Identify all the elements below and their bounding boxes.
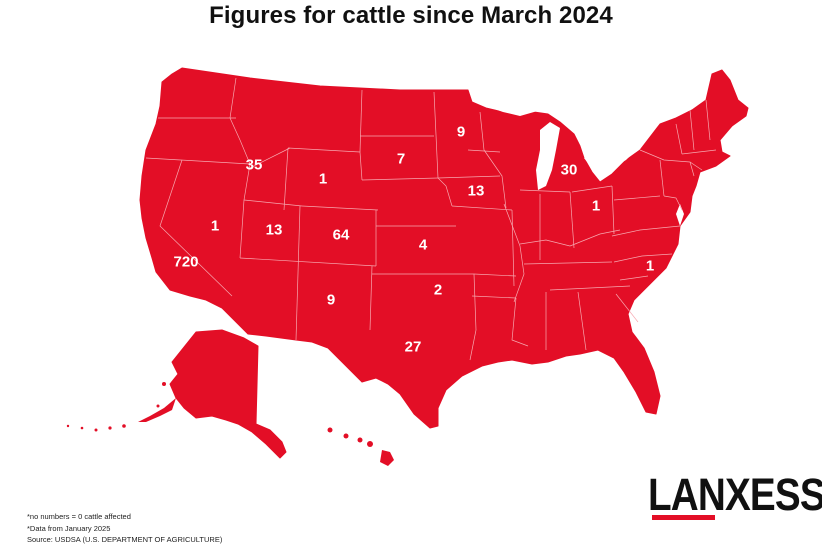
footnote-no-numbers: *no numbers = 0 cattle affected <box>27 512 131 521</box>
states-fill <box>66 67 749 466</box>
count-label-south-dakota: 7 <box>396 150 406 168</box>
hawaii-island <box>367 441 373 447</box>
logo-wordmark: LANXESS <box>648 469 822 520</box>
count-label-nevada: 1 <box>210 217 220 235</box>
logo-accent-bar <box>652 515 715 520</box>
count-label-kansas: 4 <box>418 236 428 254</box>
aleutian-island <box>66 424 70 428</box>
count-label-wyoming: 1 <box>318 170 328 188</box>
lake-erie <box>584 146 636 176</box>
aleutian-island <box>94 428 98 432</box>
footnotes: *no numbers = 0 cattle affected *Data fr… <box>27 511 222 546</box>
lake-michigan <box>536 122 560 190</box>
hawaii-island <box>357 437 363 443</box>
footnote-source: Source: USDSA (U.S. DEPARTMENT OF AGRICU… <box>27 535 223 544</box>
count-label-ohio: 1 <box>591 197 601 215</box>
lanxess-logo: LANXESS <box>648 472 822 522</box>
count-label-michigan: 30 <box>560 161 578 179</box>
alaska-peninsula <box>138 398 176 422</box>
page-title: Figures for cattle since March 2024 <box>209 2 613 29</box>
aleutian-island <box>108 426 112 430</box>
alaska-island <box>156 404 160 408</box>
state-borders <box>145 77 717 361</box>
hawaii-island <box>343 433 349 439</box>
count-label-texas: 27 <box>404 338 422 356</box>
count-label-north-carolina: 1 <box>645 257 655 275</box>
count-label-iowa: 13 <box>467 182 485 200</box>
aleutian-island <box>122 424 126 428</box>
footnote-data-date: *Data from January 2025 <box>27 523 111 533</box>
count-label-california: 720 <box>173 253 199 271</box>
count-label-colorado: 64 <box>332 226 350 244</box>
alaska-shape <box>169 329 287 459</box>
alaska-island <box>162 382 166 386</box>
count-label-minnesota: 9 <box>456 123 466 141</box>
contiguous-us-shape <box>139 67 749 429</box>
hawaii-big-island <box>380 450 394 466</box>
count-label-utah: 13 <box>265 221 283 239</box>
lake-superior <box>486 100 548 116</box>
hawaii-island <box>327 427 333 433</box>
count-label-idaho: 35 <box>245 156 263 174</box>
aleutian-island <box>80 426 84 430</box>
count-label-new-mexico: 9 <box>326 291 336 309</box>
count-label-oklahoma: 2 <box>433 281 443 299</box>
